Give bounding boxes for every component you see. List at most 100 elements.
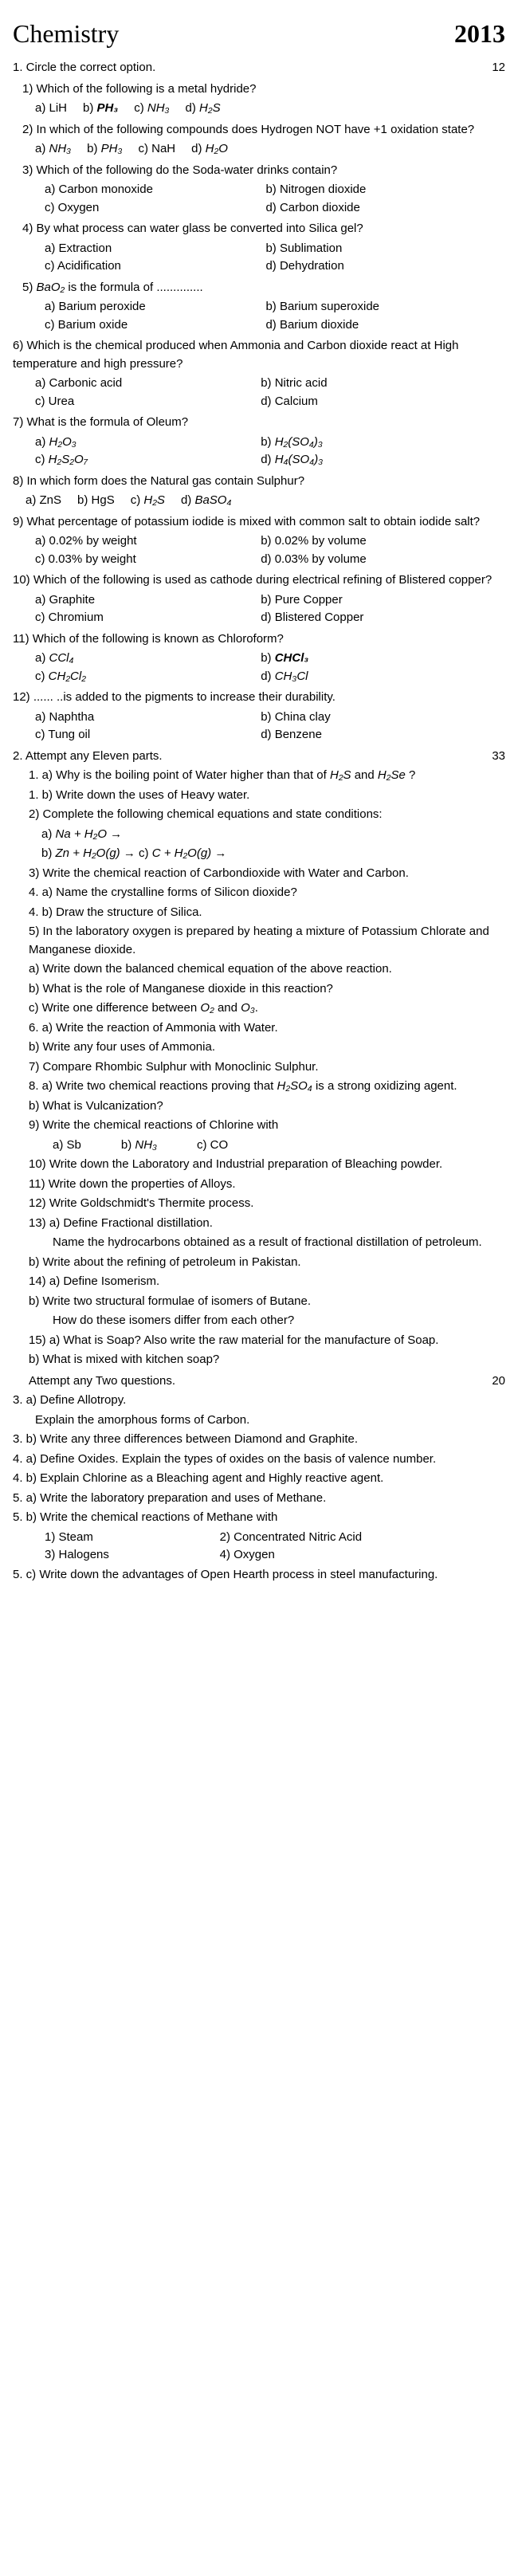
q5-a: a) Barium peroxide <box>45 298 265 316</box>
header: Chemistry 2013 <box>13 14 505 53</box>
q11-d: d) CH₃Cl <box>261 668 486 686</box>
q11-c: c) CH₂Cl₂ <box>35 668 261 686</box>
q4-a: a) Extraction <box>45 240 265 258</box>
t3a2: Explain the amorphous forms of Carbon. <box>35 1412 505 1430</box>
p9-b: b) NH₃ <box>121 1137 157 1155</box>
p9-a: a) Sb <box>53 1137 81 1155</box>
q6: 6) Which is the chemical produced when A… <box>13 337 505 373</box>
q4: 4) By what process can water glass be co… <box>22 220 505 238</box>
p13b: b) Write about the refining of petroleum… <box>29 1254 505 1272</box>
q12: 12) ...... ..is added to the pigments to… <box>13 689 505 707</box>
q2-b: b) PH₃ <box>87 140 122 159</box>
q3-a: a) Carbon monoxide <box>45 181 265 199</box>
p8b: b) What is Vulcanization? <box>29 1098 505 1116</box>
year: 2013 <box>454 14 505 53</box>
q12-b: b) China clay <box>261 709 486 727</box>
t5a: 5. a) Write the laboratory preparation a… <box>13 1490 505 1508</box>
q5-opts: a) Barium peroxide b) Barium superoxide … <box>45 298 505 334</box>
p5a: a) Write down the balanced chemical equa… <box>29 960 505 979</box>
q5: 5) BaO₂ is the formula of .............. <box>22 279 505 297</box>
t5b-4: 4) Oxygen <box>220 1546 487 1565</box>
p3: 3) Write the chemical reaction of Carbon… <box>29 865 505 883</box>
p13a: 13) a) Define Fractional distillation. <box>29 1215 505 1233</box>
p10: 10) Write down the Laboratory and Indust… <box>29 1156 505 1174</box>
q10: 10) Which of the following is used as ca… <box>13 571 505 590</box>
p1a: 1. a) Why is the boiling point of Water … <box>29 767 505 785</box>
t5b-1: 1) Steam <box>45 1529 220 1547</box>
section-2-marks: 33 <box>492 748 505 766</box>
q3: 3) Which of the following do the Soda-wa… <box>22 162 505 180</box>
q1-c: c) NH₃ <box>134 100 169 118</box>
q6-opts: a) Carbonic acid b) Nitric acid c) Urea … <box>35 375 505 410</box>
p14a: 14) a) Define Isomerism. <box>29 1273 505 1291</box>
p2bc: b) Zn + H₂O(g) → c) C + H₂O(g) → <box>41 845 505 863</box>
q6-d: d) Calcium <box>261 393 486 411</box>
p14b: b) Write two structural formulae of isom… <box>29 1293 505 1311</box>
q10-opts: a) Graphite b) Pure Copper c) Chromium d… <box>35 591 505 627</box>
q8: 8) In which form does the Natural gas co… <box>13 473 505 491</box>
q11-a: a) CCl₄ <box>35 650 261 668</box>
p15b: b) What is mixed with kitchen soap? <box>29 1351 505 1369</box>
q2: 2) In which of the following compounds d… <box>22 121 505 139</box>
q1-opts: a) LiH b) PH₃ c) NH₃ d) H₂S <box>35 100 505 118</box>
q7: 7) What is the formula of Oleum? <box>13 414 505 432</box>
t5c: 5. c) Write down the advantages of Open … <box>13 1566 505 1584</box>
t5b-3: 3) Halogens <box>45 1546 220 1565</box>
q12-c: c) Tung oil <box>35 726 261 744</box>
t3b: 3. b) Write any three differences betwee… <box>13 1431 505 1449</box>
q9-d: d) 0.03% by volume <box>261 551 486 569</box>
q11-b: b) CHCl₃ <box>261 650 486 668</box>
p2: 2) Complete the following chemical equat… <box>29 806 505 824</box>
p14b2: How do these isomers differ from each ot… <box>53 1312 505 1330</box>
q3-c: c) Oxygen <box>45 199 265 218</box>
t5b-2: 2) Concentrated Nitric Acid <box>220 1529 487 1547</box>
q11: 11) Which of the following is known as C… <box>13 630 505 649</box>
q7-b: b) H₂(SO₄)₃ <box>261 434 486 452</box>
q1: 1) Which of the following is a metal hyd… <box>22 80 505 99</box>
q3-b: b) Nitrogen dioxide <box>265 181 486 199</box>
q9-opts: a) 0.02% by weight b) 0.02% by volume c)… <box>35 532 505 568</box>
q9-c: c) 0.03% by weight <box>35 551 261 569</box>
p4b: 4. b) Draw the structure of Silica. <box>29 904 505 922</box>
section-3-head: Attempt any Two questions. 20 <box>29 1372 505 1391</box>
p9-c: c) CO <box>197 1137 228 1155</box>
q12-d: d) Benzene <box>261 726 486 744</box>
p6a: 6. a) Write the reaction of Ammonia with… <box>29 1019 505 1038</box>
q8-b: b) HgS <box>77 492 115 510</box>
q12-a: a) Naphtha <box>35 709 261 727</box>
p11: 11) Write down the properties of Alloys. <box>29 1176 505 1194</box>
q3-d: d) Carbon dioxide <box>265 199 486 218</box>
q1-d: d) H₂S <box>186 100 221 118</box>
q5-d: d) Barium dioxide <box>265 316 486 335</box>
q8-a: a) ZnS <box>26 492 61 510</box>
p9: 9) Write the chemical reactions of Chlor… <box>29 1117 505 1135</box>
p5: 5) In the laboratory oxygen is prepared … <box>29 923 505 959</box>
t5b: 5. b) Write the chemical reactions of Me… <box>13 1509 505 1527</box>
q2-c: c) NaH <box>138 140 175 159</box>
p4a: 4. a) Name the crystalline forms of Sili… <box>29 884 505 902</box>
q11-opts: a) CCl₄ b) CHCl₃ c) CH₂Cl₂ d) CH₃Cl <box>35 650 505 685</box>
q9-b: b) 0.02% by volume <box>261 532 486 551</box>
section-2-head: 2. Attempt any Eleven parts. 33 <box>13 748 505 766</box>
q2-d: d) H₂O <box>191 140 228 159</box>
q10-a: a) Graphite <box>35 591 261 610</box>
p6b: b) Write any four uses of Ammonia. <box>29 1039 505 1057</box>
q2-a: a) NH₃ <box>35 140 71 159</box>
q4-c: c) Acidification <box>45 257 265 276</box>
section-3-marks: 20 <box>492 1372 505 1391</box>
q7-d: d) H₄(SO₄)₃ <box>261 451 486 469</box>
q1-b: b) PH₃ <box>83 100 118 118</box>
p13a2: Name the hydrocarbons obtained as a resu… <box>53 1234 505 1252</box>
q6-c: c) Urea <box>35 393 261 411</box>
q6-a: a) Carbonic acid <box>35 375 261 393</box>
q7-a: a) H₂O₃ <box>35 434 261 452</box>
title: Chemistry <box>13 14 119 53</box>
q10-b: b) Pure Copper <box>261 591 486 610</box>
p15a: 15) a) What is Soap? Also write the raw … <box>29 1332 505 1350</box>
q4-b: b) Sublimation <box>265 240 486 258</box>
q7-c: c) H₂S₂O₇ <box>35 451 261 469</box>
q4-opts: a) Extraction b) Sublimation c) Acidific… <box>45 240 505 276</box>
t4a: 4. a) Define Oxides. Explain the types o… <box>13 1451 505 1469</box>
q1-a: a) LiH <box>35 100 67 118</box>
q4-d: d) Dehydration <box>265 257 486 276</box>
